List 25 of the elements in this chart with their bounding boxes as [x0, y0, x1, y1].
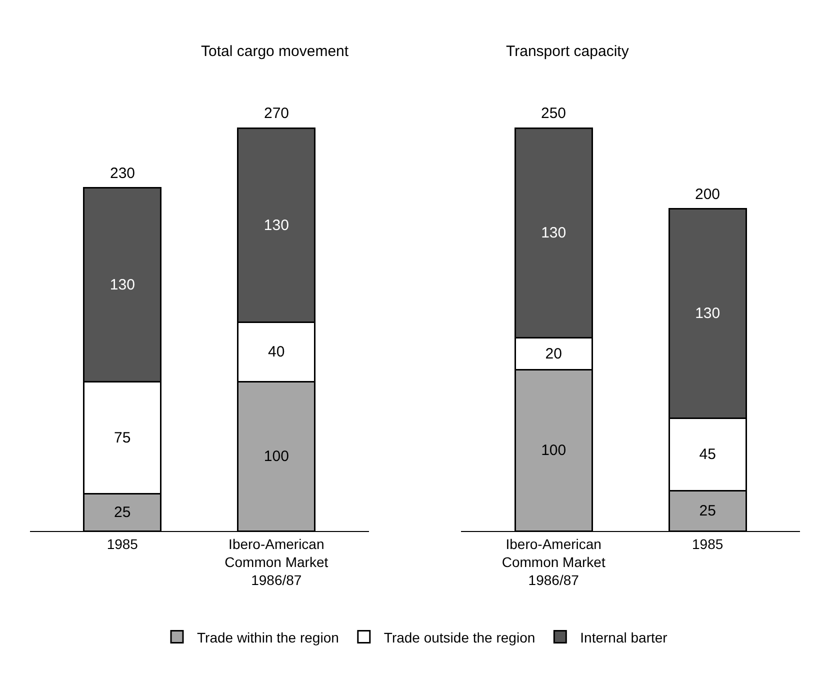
data-label: 25 [114, 504, 131, 521]
data-label: 25 [699, 502, 716, 520]
x-tick-label: Ibero-American Common Market 1986/87 [224, 536, 328, 588]
total-label: 250 [541, 105, 566, 122]
data-label: 130 [695, 305, 720, 322]
total-label: 230 [110, 165, 136, 182]
chart-title: Total cargo movement [201, 43, 350, 60]
data-label: 20 [545, 345, 562, 362]
data-label: 130 [541, 224, 566, 242]
data-label: 75 [114, 429, 131, 446]
data-label: 130 [264, 216, 289, 234]
data-label: 40 [268, 344, 285, 361]
total-label: 200 [695, 186, 720, 203]
x-tick-label: 1985 [106, 536, 138, 552]
legend-label: Trade outside the region [384, 629, 536, 646]
legend-label: Trade within the region [197, 629, 339, 646]
data-label: 45 [699, 446, 716, 463]
data-label: 130 [110, 276, 135, 294]
data-label: 100 [264, 448, 289, 465]
x-tick-label: 1985 [692, 536, 724, 552]
data-label: 100 [541, 442, 566, 459]
total-label: 270 [264, 105, 290, 122]
chart-title: Transport capacity [506, 43, 630, 60]
legend-label: Internal barter [580, 629, 668, 646]
x-tick-label: Ibero-American Common Market 1986/87 [502, 536, 606, 588]
